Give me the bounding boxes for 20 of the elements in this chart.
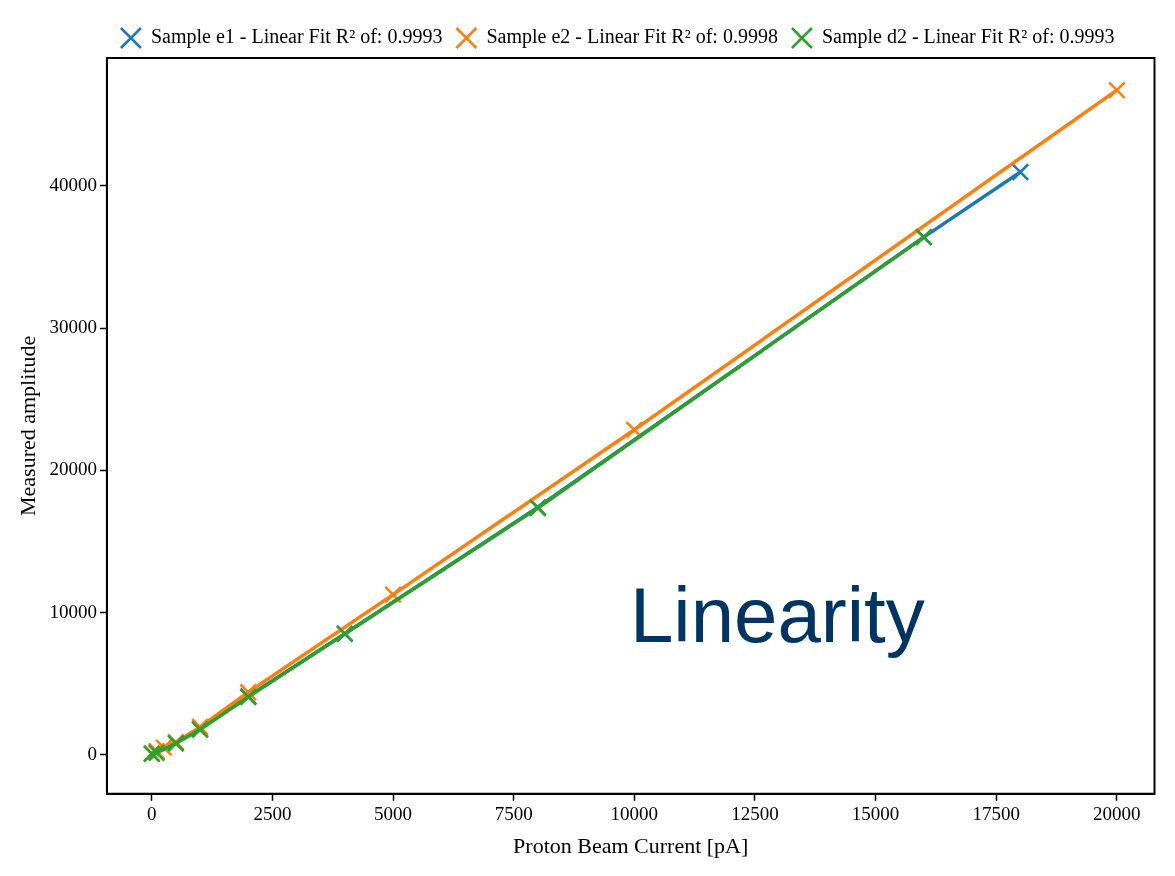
legend-label: Sample e1 - Linear Fit R² of: 0.9993 — [150, 25, 443, 49]
legend-label: Sample d2 - Linear Fit R² of: 0.9993 — [821, 25, 1115, 49]
y-tick-label: 30000 — [49, 316, 97, 338]
x-axis-title: Proton Beam Current [pA] — [513, 832, 749, 858]
x-tick-label: 0 — [147, 803, 157, 825]
x-tick-label: 7500 — [494, 803, 533, 825]
legend-label: Sample e2 - Linear Fit R² of: 0.9998 — [486, 25, 778, 49]
x-tick-label: 5000 — [374, 803, 413, 825]
y-tick-label: 40000 — [49, 173, 97, 195]
x-tick-label: 2500 — [253, 803, 292, 825]
y-axis-title: Measured amplitude — [14, 335, 40, 517]
x-tick-label: 15000 — [851, 803, 900, 825]
x-tick-label: 12500 — [731, 803, 779, 825]
annotation: Linearity — [629, 571, 925, 660]
x-tick-label: 20000 — [1093, 803, 1141, 825]
y-tick-label: 0 — [87, 742, 97, 764]
y-tick-label: 10000 — [49, 600, 97, 622]
x-tick-label: 17500 — [972, 803, 1020, 825]
y-tick-label: 20000 — [49, 458, 97, 480]
x-tick-label: 10000 — [610, 803, 659, 825]
